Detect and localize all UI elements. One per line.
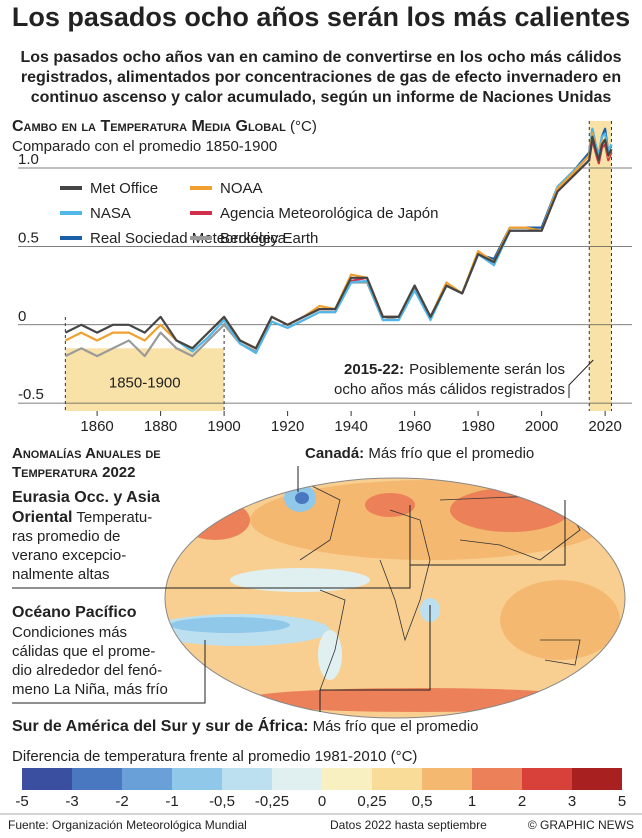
leader bbox=[12, 640, 206, 704]
x-tick-label: 1980 bbox=[461, 418, 494, 435]
annotation: Sur de América del Sur y sur de África: … bbox=[12, 716, 479, 735]
colorscale-label: -2 bbox=[115, 793, 128, 810]
x-tick-label: 1900 bbox=[207, 418, 240, 435]
annotation-title: Eurasia Occ. y Asia bbox=[12, 489, 160, 506]
annotation: verano excepcio- bbox=[12, 547, 126, 564]
color-swatch bbox=[472, 768, 522, 790]
subtitle: Los pasados ocho años van en camino de c… bbox=[20, 49, 621, 66]
y-tick-label: 0.5 bbox=[18, 229, 39, 246]
color-swatch bbox=[322, 768, 372, 790]
x-tick-label: 1860 bbox=[80, 418, 113, 435]
map-title: Anomalías Anuales de bbox=[12, 445, 161, 462]
annotation-text: Posiblemente serán los bbox=[409, 361, 565, 378]
date-note: Datos 2022 hasta septiembre bbox=[330, 818, 487, 832]
map bbox=[165, 478, 625, 718]
colorscale-label: 3 bbox=[568, 793, 576, 810]
leader bbox=[12, 500, 566, 589]
color-swatch bbox=[522, 768, 572, 790]
highlight-band bbox=[65, 348, 225, 411]
x-tick-label: 1940 bbox=[334, 418, 367, 435]
colorscale-label: 0,25 bbox=[357, 793, 386, 810]
colorscale-label: 5 bbox=[618, 793, 626, 810]
color-swatch bbox=[22, 768, 72, 790]
colorscale-label: 0 bbox=[318, 793, 326, 810]
chart-subtitle: Comparado con el promedio 1850-1900 bbox=[12, 138, 277, 155]
annotation: nalmente altas bbox=[12, 566, 110, 583]
color-swatch bbox=[272, 768, 322, 790]
source: Fuente: Organización Meteorológica Mundi… bbox=[8, 818, 247, 832]
chart-title: Cambo en la Temperatura Media Global (°C… bbox=[12, 118, 317, 135]
legend-label: Berkeley Earth bbox=[220, 230, 318, 247]
annotation: Oriental Temperatu- bbox=[12, 509, 152, 526]
colorscale-label: 2 bbox=[518, 793, 526, 810]
annotation-text: ocho años más cálidos registrados bbox=[334, 381, 565, 398]
legend-label: Real Sociedad Meteorológica bbox=[90, 230, 287, 247]
colorscale-label: -3 bbox=[65, 793, 78, 810]
y-tick-label: 1.0 bbox=[18, 151, 39, 168]
annotation: cálidas que el prome- bbox=[12, 643, 155, 660]
color-swatch bbox=[72, 768, 122, 790]
legend-label: Met Office bbox=[90, 180, 158, 197]
annotation: dio alrededor del fenó- bbox=[12, 662, 162, 679]
subtitle: continuo ascenso y calor acumulado, segú… bbox=[31, 89, 612, 106]
colorscale-label: -1 bbox=[165, 793, 178, 810]
annotation-title: Océano Pacífico bbox=[12, 604, 137, 621]
color-swatch bbox=[222, 768, 272, 790]
x-tick-label: 1920 bbox=[271, 418, 304, 435]
colorscale-label: 0,5 bbox=[412, 793, 433, 810]
map-frame bbox=[164, 477, 626, 719]
y-tick-label: 0 bbox=[18, 308, 26, 325]
x-tick-label: 2000 bbox=[525, 418, 558, 435]
line-chart: 1850-1900 1.0 0.5 0 -0.5 1860 1880 1900 1920 1940… bbox=[18, 121, 632, 435]
title: Los pasados ocho años serán los más cali… bbox=[12, 2, 630, 32]
annotation: Canadá: Más frío que el promedio bbox=[305, 445, 534, 462]
color-swatch bbox=[122, 768, 172, 790]
colorscale-label: -0,25 bbox=[255, 793, 289, 810]
colorscale-label: -5 bbox=[15, 793, 28, 810]
legend-label: Agencia Meteorológica de Japón bbox=[220, 205, 438, 222]
legend-label: NOAA bbox=[220, 180, 263, 197]
map-title: Temperatura 2022 bbox=[12, 464, 136, 481]
subtitle: registrados, alimentados por concentraci… bbox=[21, 69, 621, 86]
color-swatch bbox=[422, 768, 472, 790]
annotation: Condiciones más bbox=[12, 624, 127, 641]
annotation: ras promedio de bbox=[12, 528, 120, 545]
color-swatch bbox=[572, 768, 622, 790]
highlight-band bbox=[589, 121, 612, 411]
colorscale-label: 1 bbox=[468, 793, 476, 810]
x-tick-label: 1880 bbox=[144, 418, 177, 435]
colorscale: -5 -3 -2 -1 -0,5 -0,25 0 0,25 0,5 1 2 3 5 bbox=[15, 768, 626, 810]
colorscale-label: -0,5 bbox=[209, 793, 235, 810]
y-tick-label: -0.5 bbox=[18, 386, 44, 403]
leader bbox=[568, 359, 594, 398]
highlight-label: 1850-1900 bbox=[109, 374, 181, 391]
annotation-title: 2015-22: bbox=[344, 361, 404, 378]
leader bbox=[319, 605, 431, 712]
legend-label: NASA bbox=[90, 205, 131, 222]
series-line bbox=[64, 135, 613, 350]
x-tick-label: 1960 bbox=[398, 418, 431, 435]
color-swatch bbox=[172, 768, 222, 790]
colorscale-title: Diferencia de temperatura frente al prom… bbox=[12, 748, 417, 765]
x-tick-label: 2020 bbox=[588, 418, 621, 435]
color-swatch bbox=[372, 768, 422, 790]
credit: © GRAPHIC NEWS bbox=[528, 818, 634, 832]
annotation: 2015-22: Posiblemente serán los bbox=[344, 361, 565, 378]
annotation: meno La Niña, más frío bbox=[12, 681, 168, 698]
